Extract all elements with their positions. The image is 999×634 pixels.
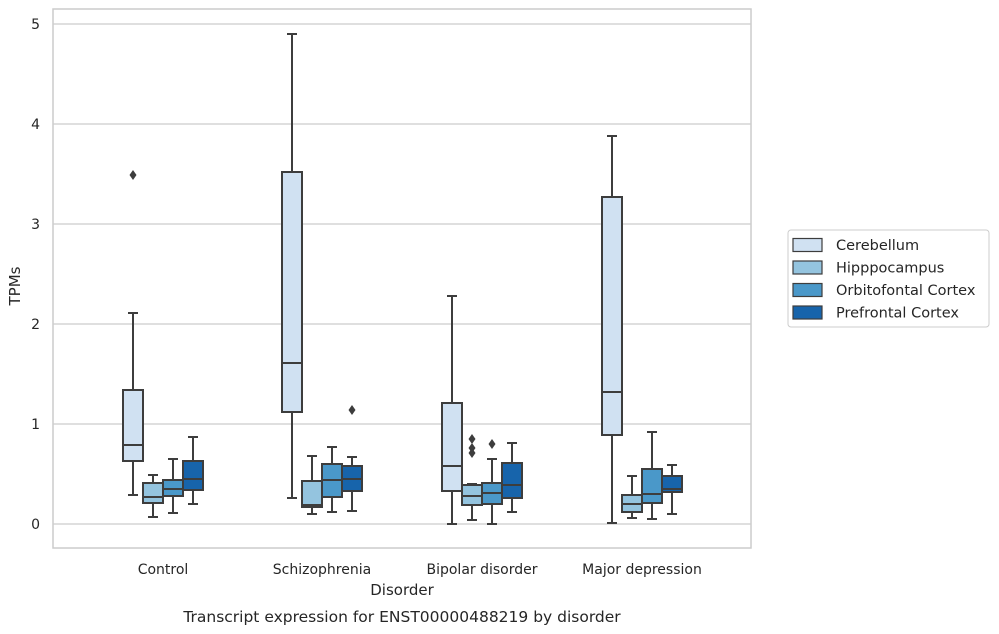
legend-label: Hipppocampus: [836, 261, 944, 277]
x-tick-label: Control: [138, 562, 189, 578]
box-cerebellum-major-depression: [601, 135, 623, 524]
box-groups: [122, 33, 683, 525]
x-tick-labels: Control Schizophrenia Bipolar disorder Majo…: [138, 562, 702, 578]
legend-swatch: [792, 282, 823, 298]
y-tick-label: 4: [31, 117, 40, 133]
legend-item: Hipppocampus: [792, 260, 944, 277]
box-hipppocampus-major-depression: [621, 475, 643, 519]
plot-frame: [52, 8, 752, 549]
y-tick-label: 0: [31, 517, 40, 533]
box-hipppocampus-schizophrenia: [301, 455, 323, 515]
y-tick-labels: 0 1 2 3 4 5: [31, 17, 40, 533]
x-axis-title: Disorder: [370, 581, 434, 599]
iqr-box: [441, 402, 463, 492]
y-tick-label: 1: [31, 417, 40, 433]
legend-item: Cerebellum: [792, 237, 919, 254]
y-tick-label: 3: [31, 217, 40, 233]
gridlines: [53, 23, 751, 525]
x-tick-label: Bipolar disorder: [426, 562, 537, 578]
box-prefrontal-cortex-schizophrenia: [341, 405, 363, 512]
legend-item: Orbitofontal Cortex: [792, 282, 976, 299]
outlier-point: [348, 405, 356, 415]
iqr-box: [601, 196, 623, 436]
box-orbitofontal-cortex-bipolar-disorder: [481, 439, 503, 525]
box-cerebellum-control: [122, 170, 144, 496]
x-tick-label: Schizophrenia: [273, 562, 371, 578]
x-tick-label: Major depression: [582, 562, 702, 578]
box-hipppocampus-control: [142, 474, 164, 518]
chart-caption: Transcript expression for ENST0000048821…: [182, 608, 621, 626]
box-prefrontal-cortex-major-depression: [661, 464, 683, 515]
outlier-point: [129, 170, 137, 180]
legend-label: Prefrontal Cortex: [836, 306, 959, 322]
iqr-box: [142, 482, 164, 504]
iqr-box: [122, 389, 144, 462]
legend-item: Prefrontal Cortex: [792, 305, 959, 322]
iqr-box: [182, 460, 204, 491]
legend-items: Cerebellum Hipppocampus Orbitofontal Corte…: [792, 237, 976, 322]
box-prefrontal-cortex-control: [182, 436, 204, 505]
iqr-box: [641, 468, 663, 504]
box-cerebellum-schizophrenia: [281, 33, 303, 499]
y-tick-label: 5: [31, 17, 40, 33]
legend-label: Orbitofontal Cortex: [836, 283, 976, 299]
y-tick-label: 2: [31, 317, 40, 333]
legend: Cerebellum Hipppocampus Orbitofontal Corte…: [787, 229, 990, 328]
iqr-box: [501, 462, 523, 499]
box-orbitofontal-cortex-major-depression: [641, 431, 663, 520]
outlier-point: [468, 443, 476, 453]
legend-swatch: [792, 237, 823, 253]
outlier-point: [468, 434, 476, 444]
box-orbitofontal-cortex-schizophrenia: [321, 446, 343, 513]
legend-swatch: [792, 305, 823, 320]
legend-label: Cerebellum: [836, 238, 919, 254]
box-orbitofontal-cortex-control: [162, 458, 184, 514]
box-hipppocampus-bipolar-disorder: [461, 434, 483, 521]
legend-swatch: [792, 260, 823, 275]
iqr-box: [301, 480, 323, 508]
outlier-point: [488, 439, 496, 449]
legend-frame: [787, 229, 990, 328]
y-axis-title: TPMs: [6, 266, 24, 306]
box-cerebellum-bipolar-disorder: [441, 295, 463, 525]
box-prefrontal-cortex-bipolar-disorder: [501, 442, 523, 513]
iqr-box: [281, 171, 303, 413]
